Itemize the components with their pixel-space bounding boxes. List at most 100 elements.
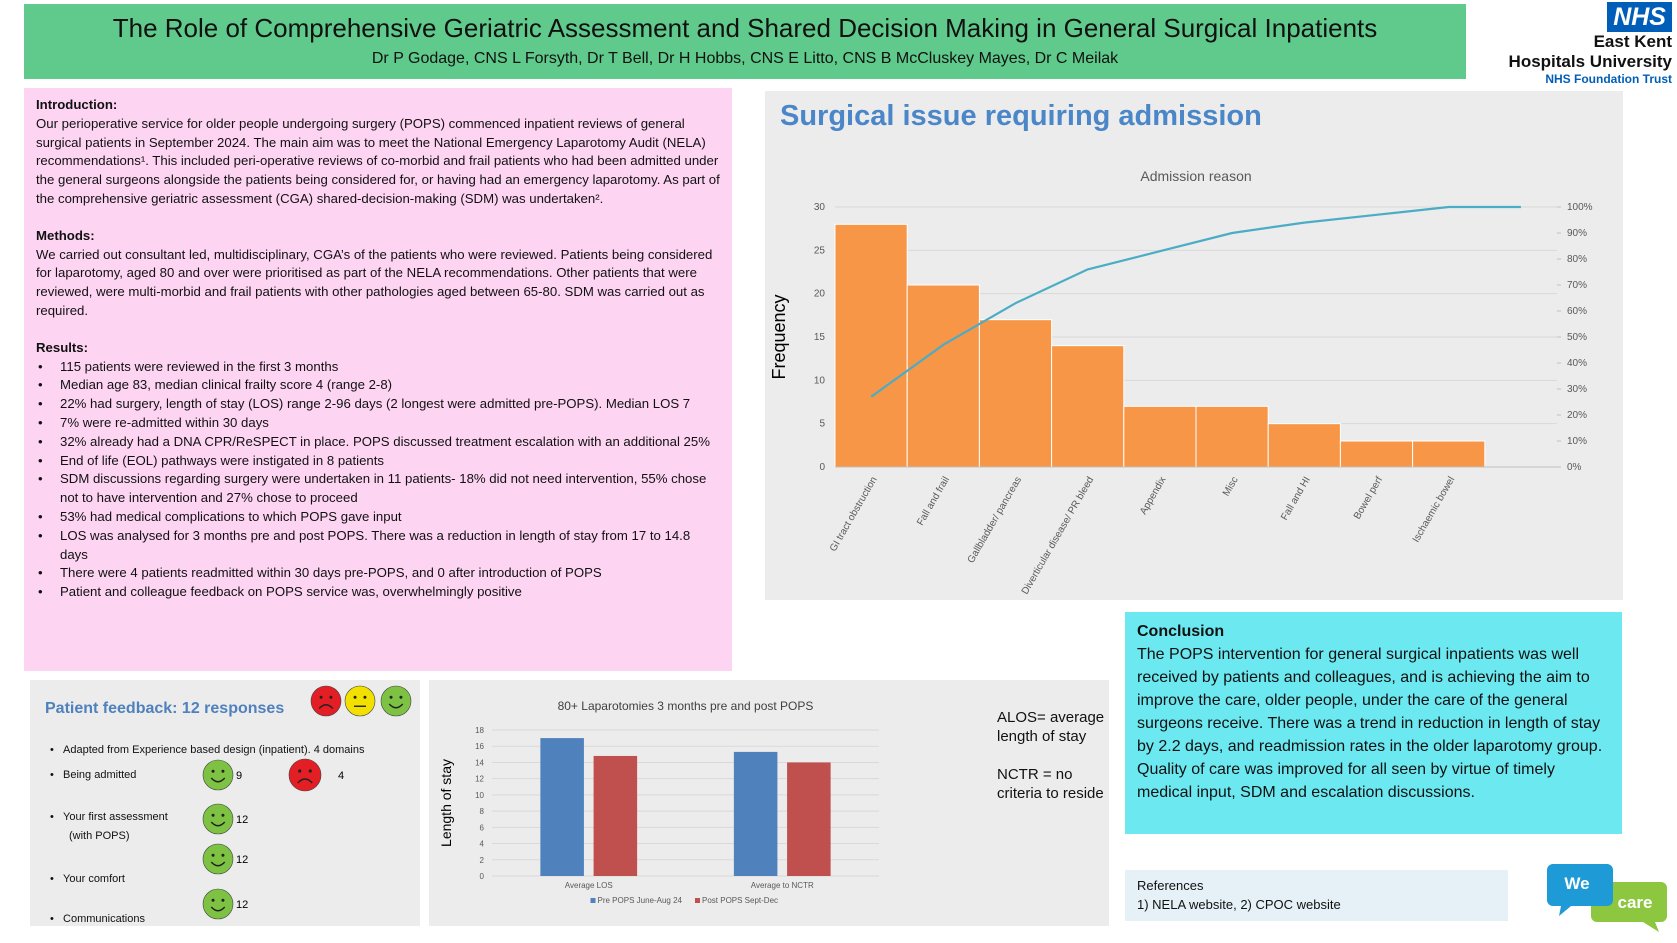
- logo-line: East Kent: [1593, 32, 1672, 51]
- face-mouth: [210, 777, 226, 783]
- y2-tick-label: 70%: [1567, 280, 1587, 291]
- badge-text: care: [1618, 893, 1653, 912]
- text-panel: Introduction: Our perioperative service …: [24, 88, 732, 671]
- result-item: There were 4 patients readmitted within …: [38, 564, 720, 583]
- domain-label: • Being admitted: [50, 769, 137, 781]
- face-eye: [399, 695, 403, 699]
- bubble: [1547, 864, 1613, 916]
- x-tick-label: GI tract obstruction: [828, 475, 880, 554]
- nhs-mark: NHS: [1607, 2, 1672, 32]
- x-tick-label: Fall and HI: [1279, 475, 1313, 522]
- face-icon: [202, 843, 234, 875]
- feedback-panel: 9 4 12 12 12 Patient feedback: 12 responses …: [30, 680, 420, 926]
- y-axis-label: Length of stay: [438, 759, 454, 847]
- y2-tick-label: 20%: [1567, 410, 1587, 421]
- bar: [1123, 405, 1197, 468]
- x-tick-label: Appendix: [1138, 475, 1168, 517]
- bar: [1195, 405, 1269, 468]
- paragraph: 1) NELA website, 2) CPOC website: [1137, 897, 1341, 912]
- face-icon: [380, 685, 412, 717]
- logo: NHS East Kent Hospitals University NHS F…: [1476, 2, 1672, 90]
- result-item: End of life (EOL) pathways were instigat…: [38, 452, 720, 471]
- y2-tick-label: 10%: [1567, 436, 1587, 447]
- happy-count: 12: [236, 854, 248, 866]
- bar: [1267, 423, 1341, 468]
- x-tick-label: Diverticular disease/ PR bleed: [1020, 475, 1097, 597]
- badge: We care: [1547, 864, 1667, 932]
- header: The Role of Comprehensive Geriatric Asse…: [24, 4, 1466, 79]
- bar: [1339, 440, 1414, 468]
- y-tick-label: 15: [814, 332, 826, 343]
- result-item: Patient and colleague feedback on POPS s…: [38, 583, 720, 602]
- x-tick-label: Bowel perf: [1352, 475, 1385, 522]
- bar: [733, 751, 778, 876]
- y-tick-label: 4: [480, 840, 485, 849]
- face-eye: [221, 853, 225, 857]
- face-eye: [221, 898, 225, 902]
- x-tick-label: Fall and frail: [915, 475, 952, 528]
- legend-swatch: [590, 898, 596, 903]
- chart-title: 80+ Laparotomies 3 months pre and post P…: [558, 699, 814, 713]
- feedback-title: Patient feedback: 12 responses: [45, 700, 285, 717]
- conclusion: Conclusion The POPS intervention for gen…: [1125, 612, 1622, 834]
- y2-tick-label: 90%: [1567, 228, 1587, 239]
- pareto-chart: Surgical issue requiring admission Admiss…: [765, 91, 1623, 600]
- face-icon: [202, 803, 234, 835]
- bar-chart: 80+ Laparotomies 3 months pre and post P…: [429, 680, 1109, 926]
- x-tick-label: Ischaemic bowel: [1411, 475, 1457, 545]
- domain-text: Being admitted: [63, 769, 137, 781]
- face-eye: [211, 769, 215, 773]
- bar: [1051, 345, 1125, 468]
- y-tick-label: 5: [819, 419, 825, 430]
- legend-label: Pre POPS June-Aug 24: [598, 896, 683, 905]
- x-tick-label: Misc: [1221, 475, 1241, 498]
- face-eye: [389, 695, 393, 699]
- bar: [906, 284, 980, 468]
- bar: [978, 319, 1053, 468]
- face-icon: [202, 759, 234, 791]
- heading: Introduction:: [36, 97, 118, 112]
- happy-count: 12: [236, 899, 248, 911]
- badge-text: We: [1564, 874, 1589, 893]
- notes: ALOS= average length of stay NCTR = no c…: [997, 708, 1109, 803]
- happy-count: 12: [236, 814, 248, 826]
- feedback-note: • Adapted from Experience based design (…: [50, 744, 365, 756]
- x-tick-label: Average to NCTR: [751, 881, 814, 890]
- domain-label: • Your comfort: [50, 873, 125, 885]
- y-axis-label: Frequency: [769, 294, 789, 379]
- paragraph: The POPS intervention for general surgic…: [1137, 646, 1603, 801]
- y-tick-label: 6: [480, 823, 485, 832]
- results-list: 115 patients were reviewed in the first …: [36, 358, 720, 602]
- result-item: Median age 83, median clinical frailty s…: [38, 376, 720, 395]
- cumulative-line: [870, 205, 1521, 398]
- domain-label: • Communications: [50, 913, 145, 925]
- y-tick-label: 14: [475, 758, 484, 767]
- y-tick-label: 10: [475, 791, 484, 800]
- face-eye: [221, 769, 225, 773]
- domain-text: Your first assessment (with POPS): [63, 811, 168, 842]
- heading: Results:: [36, 339, 89, 355]
- face-eye: [211, 853, 215, 857]
- title: The Role of Comprehensive Geriatric Asse…: [112, 13, 1378, 43]
- note: NCTR = no criteria to reside: [997, 766, 1104, 802]
- y-tick-label: 0: [480, 872, 485, 881]
- paragraph: Our perioperative service for older peop…: [36, 115, 720, 206]
- bar: [1412, 440, 1486, 468]
- result-item: 53% had medical complications to which P…: [38, 508, 720, 527]
- y-tick-label: 18: [475, 726, 484, 735]
- y2-tick-label: 30%: [1567, 384, 1587, 395]
- feedback-icons: 9 4 12 12 12: [202, 685, 412, 920]
- y-tick-label: 16: [475, 742, 484, 751]
- face-mouth: [388, 703, 404, 709]
- face-eye: [308, 769, 312, 773]
- y2-tick-label: 60%: [1567, 306, 1587, 317]
- result-item: SDM discussions regarding surgery were u…: [38, 470, 720, 508]
- y-tick-label: 30: [814, 202, 826, 213]
- y-tick-label: 12: [475, 775, 484, 784]
- result-item: LOS was analysed for 3 months pre and po…: [38, 527, 720, 565]
- face-mouth: [297, 778, 313, 784]
- face-eye: [211, 898, 215, 902]
- bar: [834, 223, 908, 468]
- y-tick-label: 0: [819, 462, 825, 473]
